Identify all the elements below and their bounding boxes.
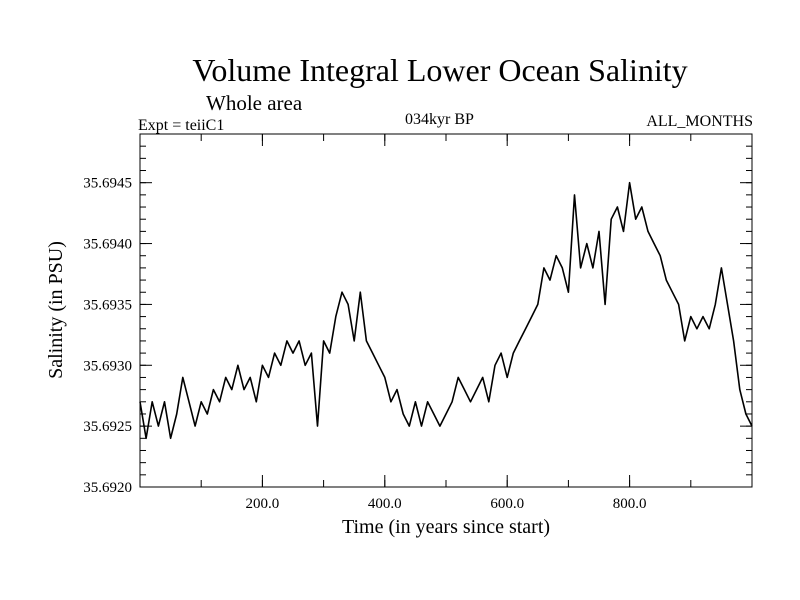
x-tick-label: 800.0 bbox=[613, 496, 647, 512]
months-label: ALL_MONTHS bbox=[646, 113, 753, 130]
period-label: 034kyr BP bbox=[405, 111, 474, 128]
chart-title: Volume Integral Lower Ocean Salinity bbox=[192, 52, 688, 88]
y-tick-label: 35.6935 bbox=[83, 297, 132, 313]
chart-subtitle: Whole area bbox=[206, 91, 303, 115]
experiment-label: Expt = teiiC1 bbox=[138, 117, 225, 134]
salinity-series-line bbox=[139, 181, 753, 440]
x-tick-label: 600.0 bbox=[490, 496, 524, 512]
x-axis: 200.0 400.0 600.0 800.0 bbox=[200, 134, 692, 512]
y-tick-label: 35.6925 bbox=[83, 419, 132, 435]
y-tick-label: 35.6945 bbox=[83, 176, 132, 192]
x-axis-label: Time (in years since start) bbox=[342, 516, 550, 538]
x-tick-label: 400.0 bbox=[368, 496, 402, 512]
x-tick-label: 200.0 bbox=[246, 496, 280, 512]
y-tick-label: 35.6940 bbox=[83, 237, 132, 253]
y-axis: 35.6920 35.6925 35.6930 35.6935 35.6940 35.69… bbox=[83, 145, 752, 496]
y-tick-label: 35.6920 bbox=[83, 480, 132, 496]
y-axis-label: Salinity (in PSU) bbox=[45, 241, 67, 379]
y-tick-label: 35.6930 bbox=[83, 358, 132, 374]
plot-frame bbox=[139, 133, 753, 488]
